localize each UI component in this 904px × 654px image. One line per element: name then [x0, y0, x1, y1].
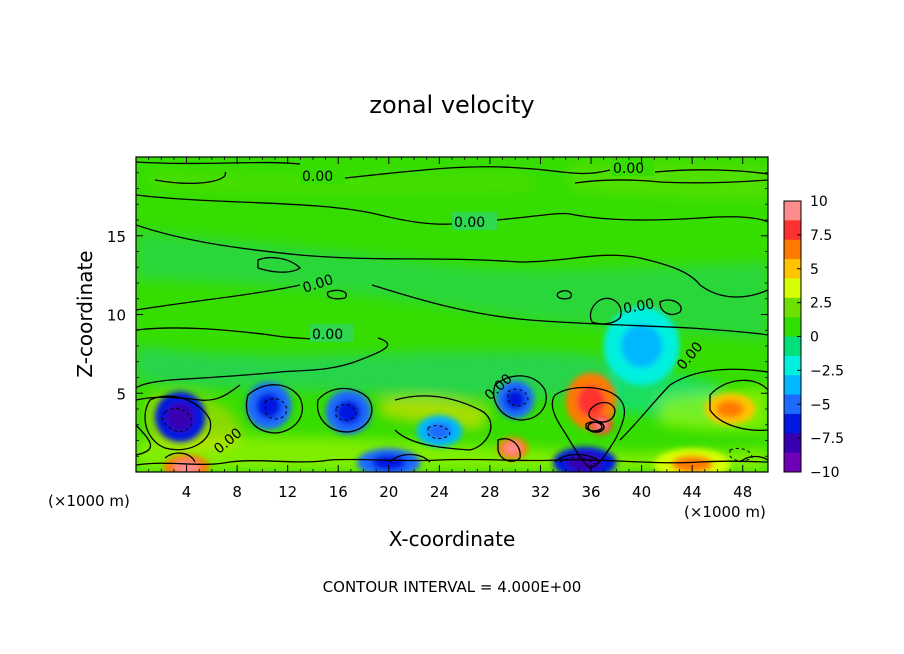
colorbar-segment [784, 297, 801, 318]
colorbar-segment [784, 220, 801, 241]
field-feature-core [716, 400, 744, 418]
colorbar-tick-label: 7.5 [810, 228, 832, 244]
x-tick-label: 4 [182, 483, 192, 501]
chart-title: zonal velocity [369, 91, 534, 119]
colorbar-segment [784, 278, 801, 299]
x-tick-label: 40 [632, 483, 651, 501]
field-feature-core [504, 389, 526, 410]
x-tick-label: 44 [683, 483, 702, 501]
x-tick-label: 8 [232, 483, 242, 501]
contour-label: 0.00 [613, 161, 644, 177]
colorbar-segment [784, 452, 801, 473]
colorbar-segment [784, 394, 801, 415]
field-feature-core [577, 385, 605, 417]
field-feature-core [371, 454, 407, 471]
colorbar-tick-label: 0 [810, 330, 819, 346]
contour-lines [136, 161, 768, 469]
field-feature-core [620, 324, 663, 368]
colorbar-tick-label: −5 [810, 397, 831, 413]
x-tick-label: 12 [278, 483, 297, 501]
colorbar-segment [784, 336, 801, 357]
colorbar-tick-label: −2.5 [810, 363, 844, 379]
y-axis-title: Z-coordinate [73, 250, 97, 377]
field-feature-core [426, 422, 452, 440]
colorbar-segment [784, 375, 801, 396]
y-tick-label: 15 [107, 228, 126, 246]
plot-area [136, 157, 768, 472]
y-axis: 5 10 15 [107, 172, 768, 457]
x-unit-label-left: (×1000 m) [48, 492, 130, 510]
contour-label: 0.00 [622, 296, 655, 317]
colorbar-segment [784, 433, 801, 454]
colorbar-tick-label: 10 [810, 194, 828, 210]
field-feature-core [671, 455, 714, 472]
field-feature-core [166, 403, 195, 431]
x-tick-label: 32 [531, 483, 550, 501]
peak-contour [587, 421, 605, 433]
y-tick-label: 10 [107, 307, 126, 325]
x-tick-label: 16 [329, 483, 348, 501]
colorbar-tick-label: 2.5 [810, 296, 832, 312]
colorbar-segment [784, 355, 801, 376]
contour-label: 0.00 [454, 215, 485, 231]
contour-label: 0.00 [302, 169, 333, 185]
x-tick-label: 36 [581, 483, 600, 501]
colorbar-segment [784, 317, 801, 337]
x-tick-label: 24 [430, 483, 449, 501]
field-feature-core [335, 400, 361, 425]
colorbar-segment [784, 259, 801, 279]
x-tick-label: 28 [480, 483, 499, 501]
colorbar-tick-label: 5 [810, 262, 819, 278]
colorbar-tick-label: −7.5 [810, 431, 844, 447]
colorbar-segment [784, 413, 801, 434]
contour-interval-text: CONTOUR INTERVAL = 4.000E+00 [323, 578, 582, 596]
colorbar-segment [784, 239, 801, 260]
x-axis: 4 8 12 16 20 24 28 32 36 40 44 48 [148, 157, 756, 501]
contour-label: 0.00 [312, 327, 343, 343]
negative-contours [161, 388, 753, 465]
x-unit-label-right: (×1000 m) [684, 503, 766, 521]
x-tick-label: 48 [733, 483, 752, 501]
colorbar-tick-label: −10 [810, 465, 840, 481]
colorbar: 10 7.5 5 2.5 0 −2.5 −5 −7.5 −10 [783, 194, 844, 481]
x-axis-title: X-coordinate [389, 527, 516, 551]
y-tick-label: 5 [116, 385, 126, 403]
x-tick-label: 20 [379, 483, 398, 501]
colorbar-segment [784, 201, 801, 221]
field-feature-core [256, 392, 282, 419]
